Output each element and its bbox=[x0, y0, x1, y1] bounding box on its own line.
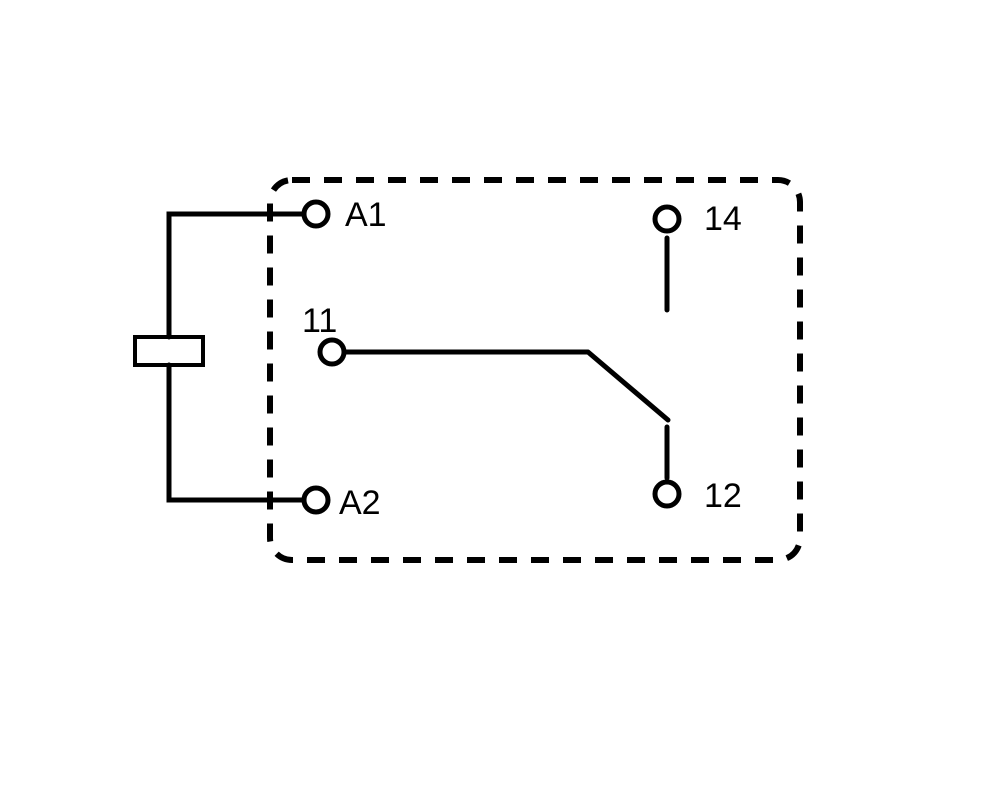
coil-symbol bbox=[135, 337, 203, 365]
relay-schematic: A1 11 A2 14 12 bbox=[0, 0, 991, 811]
terminal-a1 bbox=[304, 202, 328, 226]
label-14: 14 bbox=[704, 200, 742, 239]
label-12: 12 bbox=[704, 477, 742, 516]
label-a1: A1 bbox=[345, 196, 387, 235]
schematic-svg bbox=[0, 0, 991, 811]
wire-coil-bottom bbox=[169, 365, 304, 500]
terminal-a2 bbox=[304, 488, 328, 512]
terminal-14 bbox=[655, 207, 679, 231]
wire-switch-arm bbox=[344, 352, 668, 420]
label-a2: A2 bbox=[339, 484, 381, 523]
label-11: 11 bbox=[302, 302, 337, 341]
wire-coil-top bbox=[169, 214, 304, 337]
terminal-12 bbox=[655, 482, 679, 506]
terminal-11 bbox=[320, 340, 344, 364]
